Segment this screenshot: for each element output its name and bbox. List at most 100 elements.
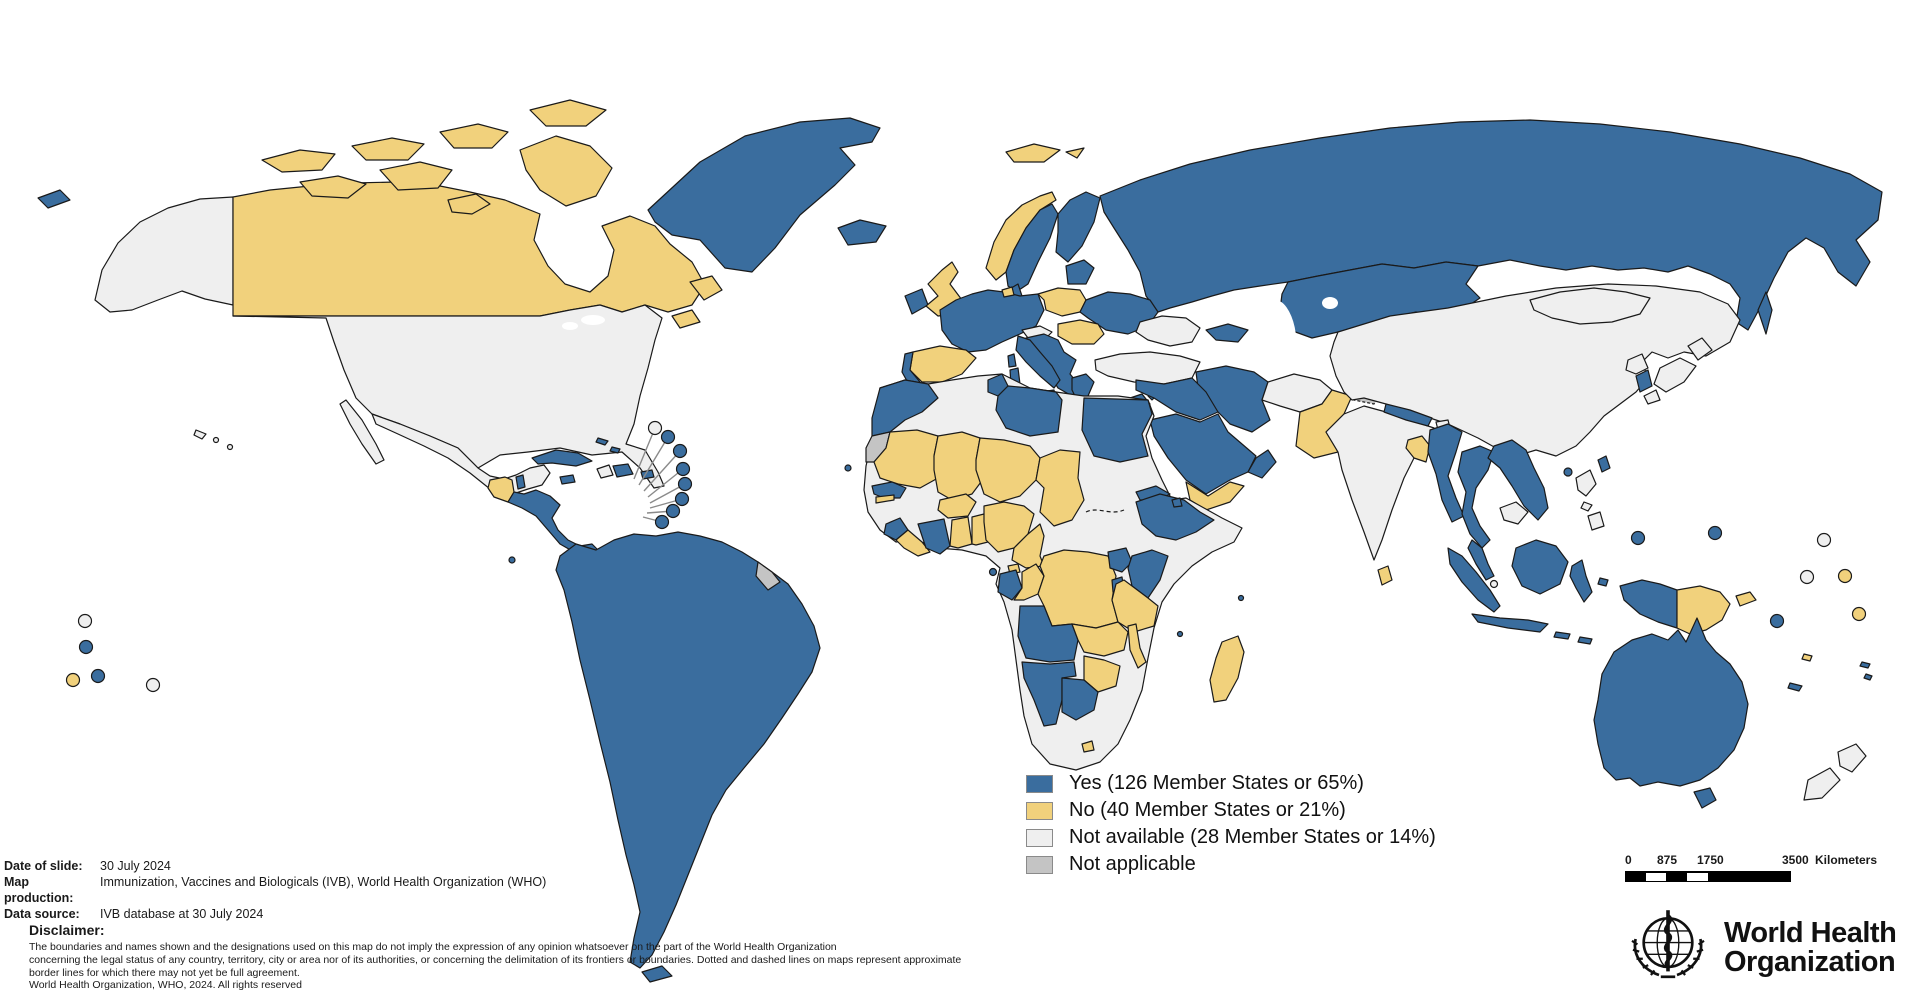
island-marker bbox=[145, 677, 161, 693]
region-south-korea bbox=[1635, 369, 1653, 393]
region-lesotho bbox=[1081, 740, 1095, 753]
who-logo: World Health Organization bbox=[1622, 903, 1897, 993]
region-burkina-faso bbox=[937, 493, 977, 519]
region-drc bbox=[1037, 549, 1119, 629]
region-hainan bbox=[1563, 467, 1573, 477]
island-marker bbox=[660, 429, 676, 445]
region-newfoundland bbox=[689, 275, 723, 301]
region-cambodia bbox=[1499, 501, 1529, 525]
region-ghana bbox=[949, 516, 973, 549]
region-taiwan bbox=[1597, 455, 1611, 473]
region-botswana bbox=[1061, 677, 1099, 721]
region-kenya bbox=[1127, 549, 1169, 599]
region-hawaii bbox=[212, 436, 220, 444]
region-malaysia bbox=[1467, 539, 1495, 581]
island-marker bbox=[665, 503, 681, 519]
great-lakes bbox=[562, 322, 578, 330]
scale-bar: 0 875 1750 3500 Kilometers bbox=[1625, 853, 1905, 882]
island-marker bbox=[1816, 532, 1832, 548]
region-fiji bbox=[1859, 661, 1871, 669]
scale-unit-label: Kilometers bbox=[1815, 853, 1878, 867]
region-fiji bbox=[1787, 682, 1803, 692]
region-hawaii bbox=[193, 429, 207, 440]
region-netherlands bbox=[1001, 286, 1015, 298]
region-oman bbox=[1247, 449, 1277, 479]
legend-item-yes: Yes (126 Member States or 65%) bbox=[1026, 770, 1436, 797]
metadata-row: Map production: Immunization, Vaccines a… bbox=[4, 874, 546, 906]
region-baltics bbox=[1065, 259, 1095, 285]
region-tasmania bbox=[1693, 787, 1717, 809]
region-cote-divoire bbox=[917, 518, 951, 555]
legend-item-no: No (40 Member States or 21%) bbox=[1026, 797, 1436, 824]
region-laos-vietnam bbox=[1487, 439, 1549, 521]
metadata-value: Immunization, Vaccines and Biologicals (… bbox=[100, 875, 547, 889]
region-canada-arctic bbox=[299, 175, 367, 199]
legend-label: Not applicable bbox=[1069, 853, 1196, 875]
scale-bar-segment bbox=[1687, 872, 1708, 881]
region-new-zealand bbox=[1837, 743, 1867, 773]
region-comoros bbox=[1176, 630, 1184, 638]
island-marker bbox=[90, 668, 106, 684]
region-zambia bbox=[1071, 621, 1129, 657]
region-myanmar bbox=[1427, 423, 1465, 523]
region-thailand bbox=[1457, 445, 1495, 549]
region-pakistan bbox=[1295, 389, 1353, 459]
region-japan bbox=[1643, 389, 1661, 405]
region-belize bbox=[515, 474, 526, 490]
region-russia bbox=[1099, 119, 1883, 331]
region-north-korea bbox=[1625, 353, 1649, 375]
region-australia bbox=[1593, 617, 1749, 787]
region-mexico bbox=[371, 413, 551, 500]
region-sulawesi bbox=[1569, 559, 1593, 603]
disclaimer-line: The boundaries and names shown and the d… bbox=[29, 941, 837, 953]
region-svalbard bbox=[1065, 147, 1085, 159]
region-niger bbox=[975, 437, 1041, 503]
region-sumatra bbox=[1447, 547, 1501, 613]
region-canada-arctic bbox=[379, 161, 453, 191]
island-marker bbox=[1769, 613, 1785, 629]
region-mali bbox=[933, 431, 985, 501]
island-marker bbox=[1837, 568, 1853, 584]
region-greenland bbox=[647, 117, 881, 273]
region-india bbox=[1325, 405, 1435, 561]
region-philippines bbox=[1587, 511, 1605, 531]
island-marker bbox=[1630, 530, 1646, 546]
region-iceland bbox=[837, 219, 887, 246]
region-japan bbox=[1687, 337, 1713, 361]
island-marker bbox=[1707, 525, 1723, 541]
region-philippines bbox=[1575, 469, 1597, 497]
region-canada-arctic bbox=[351, 137, 425, 161]
region-dominican-republic bbox=[612, 463, 634, 478]
region-sri-lanka bbox=[1377, 565, 1393, 586]
region-french-guiana bbox=[755, 561, 781, 591]
region-caucasus bbox=[1205, 323, 1249, 343]
region-black-sea bbox=[1135, 315, 1201, 347]
great-lakes bbox=[581, 315, 605, 325]
island-marker bbox=[1851, 606, 1867, 622]
region-new-zealand bbox=[1803, 767, 1841, 801]
region-nova-scotia bbox=[671, 309, 701, 329]
legend-label: Yes (126 Member States or 65%) bbox=[1069, 772, 1364, 794]
region-malawi bbox=[1127, 623, 1147, 669]
region-canada-arctic bbox=[519, 135, 613, 207]
region-canada-arctic bbox=[261, 149, 336, 173]
region-bahamas bbox=[595, 437, 609, 446]
region-vanuatu bbox=[1801, 653, 1813, 662]
caribbean-flyout bbox=[633, 420, 693, 530]
region-ireland bbox=[904, 288, 929, 315]
legend-swatch-yes bbox=[1026, 774, 1053, 793]
region-japan bbox=[1653, 357, 1697, 393]
region-corsica bbox=[1007, 353, 1017, 368]
region-china bbox=[1329, 283, 1741, 457]
metadata-value: IVB database at 30 July 2024 bbox=[100, 907, 264, 921]
legend-item-not-applicable: Not applicable bbox=[1026, 851, 1436, 878]
caspian-sea bbox=[1267, 300, 1297, 360]
island-marker bbox=[654, 514, 670, 530]
region-haiti bbox=[596, 464, 614, 479]
region-bahamas bbox=[609, 446, 621, 454]
region-hawaii bbox=[226, 443, 234, 451]
region-papua-new-guinea bbox=[1676, 585, 1731, 635]
disclaimer-line: border lines for which there may not yet… bbox=[29, 966, 300, 979]
